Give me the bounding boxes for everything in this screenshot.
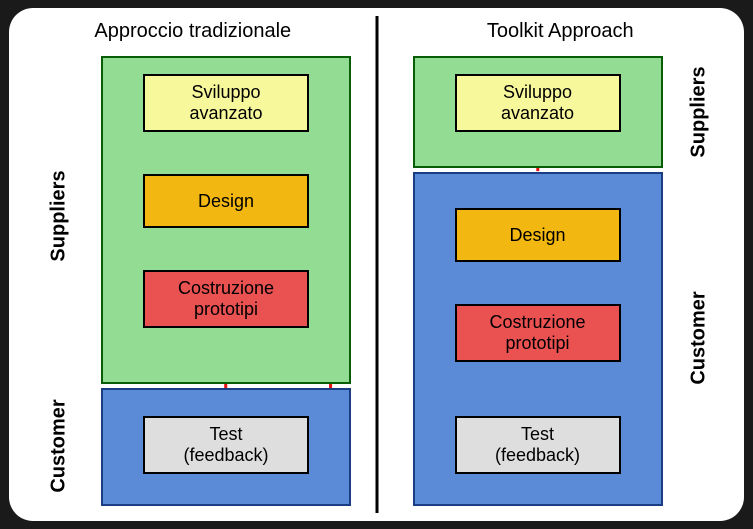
right-costruzione-node: Costruzione prototipi [455, 304, 621, 362]
left-suppliers-label: Suppliers [48, 170, 71, 261]
right-customer-label: Customer [687, 291, 710, 384]
diagram-frame: Approccio tradizionale Sviluppo avanzato… [9, 8, 744, 521]
left-sviluppo-node: Sviluppo avanzato [143, 74, 309, 132]
left-test-node: Test (feedback) [143, 416, 309, 474]
right-suppliers-label: Suppliers [687, 66, 710, 157]
right-sviluppo-node: Sviluppo avanzato [455, 74, 621, 132]
left-title: Approccio tradizionale [9, 20, 377, 43]
right-test-node: Test (feedback) [455, 416, 621, 474]
right-column: Toolkit Approach Sviluppo avanzato Design… [377, 16, 745, 513]
right-title: Toolkit Approach [377, 20, 745, 43]
left-customer-label: Customer [48, 399, 71, 492]
left-design-node: Design [143, 174, 309, 228]
right-design-node: Design [455, 208, 621, 262]
left-column: Approccio tradizionale Sviluppo avanzato… [9, 16, 377, 513]
left-costruzione-node: Costruzione prototipi [143, 270, 309, 328]
